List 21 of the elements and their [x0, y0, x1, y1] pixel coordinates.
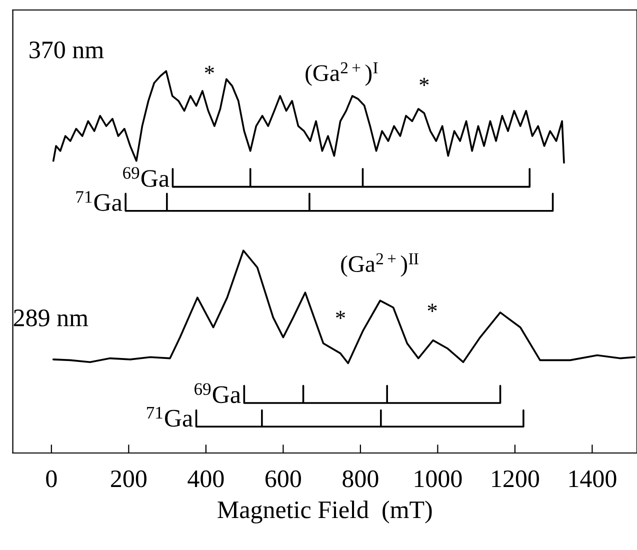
x-tick-label: 400	[188, 470, 224, 488]
text: 370 nm	[30, 41, 104, 58]
annotation: *	[420, 78, 429, 86]
series-label: $^{71}$Ga	[76, 191, 122, 211]
annotation: (Ga$^{2+}$)$^{I}$	[306, 62, 378, 86]
series-label: $^{71}$Ga	[147, 406, 193, 427]
x-tick-label: 1200	[492, 470, 539, 488]
x-tick-label: 800	[342, 470, 378, 488]
x-tick-label: 600	[266, 470, 301, 488]
x-tick-label: 1000	[414, 470, 462, 488]
x-tick-label: 0	[46, 470, 57, 488]
x-axis-title: Magnetic Field (mT)	[218, 500, 432, 524]
series-label: $^{69}$Ga	[194, 383, 241, 404]
annotation: (Ga$^{2+}$)$^{II}$	[341, 253, 418, 277]
x-tick-label: 200	[111, 470, 146, 488]
annotation: *	[204, 66, 214, 74]
annotation: *	[428, 304, 437, 312]
annotation: 289 nm	[14, 309, 88, 326]
series-label: $^{69}$Ga	[123, 167, 170, 187]
annotation: *	[336, 310, 345, 320]
x-tick-label: 1400	[569, 470, 616, 488]
